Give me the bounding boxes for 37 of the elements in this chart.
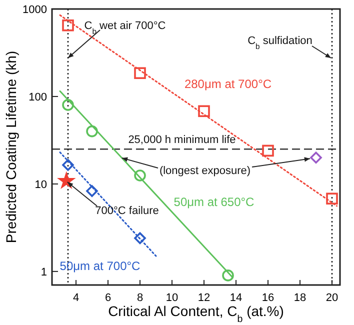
y-tick-label: 1000	[22, 4, 47, 16]
x-tick-label: 20	[326, 292, 338, 304]
point	[262, 144, 274, 157]
point	[134, 67, 146, 80]
x-tick-label: 18	[294, 292, 306, 304]
y-axis-title: Predicted Coating Lifetime (kh)	[3, 50, 19, 244]
series-label: 50μm at 700°C	[60, 259, 141, 273]
ref-line-label: 25,000 h minimum life	[128, 134, 236, 146]
x-tick-label: 6	[104, 292, 112, 304]
point	[310, 152, 322, 164]
point	[222, 270, 234, 282]
point	[134, 232, 146, 244]
point	[326, 192, 338, 205]
x-tick-label: 14	[230, 292, 242, 304]
ref-line-label: C$_{b}$ sulfidation	[248, 35, 312, 50]
y-tick-label: 10	[34, 178, 47, 191]
annotation: (longest exposure)	[159, 165, 251, 177]
x-tick-label: 12	[198, 292, 210, 304]
point	[134, 170, 146, 182]
x-axis-title: Critical Al Content, C$_{b}$ (at.%)	[108, 303, 284, 324]
series-label: 280μm at 700°C	[184, 77, 272, 91]
text: 50μm at 650°C	[174, 195, 255, 209]
point	[62, 159, 74, 171]
point	[62, 99, 74, 111]
ref-line-label: C$_{b}$ wet air 700°C	[84, 20, 166, 36]
x-tick-label: 4	[72, 292, 80, 304]
x-tick-label: 10	[166, 292, 178, 304]
y-tick-label: 1	[40, 266, 47, 278]
point	[56, 171, 76, 190]
y-tick-label: 100	[28, 91, 47, 104]
annotation: 700°C failure	[95, 205, 159, 217]
point	[198, 105, 210, 118]
point	[62, 19, 74, 32]
x-tick-label: 16	[262, 292, 274, 304]
point	[86, 125, 98, 138]
point	[86, 185, 98, 197]
x-tick-label: 8	[136, 292, 144, 304]
